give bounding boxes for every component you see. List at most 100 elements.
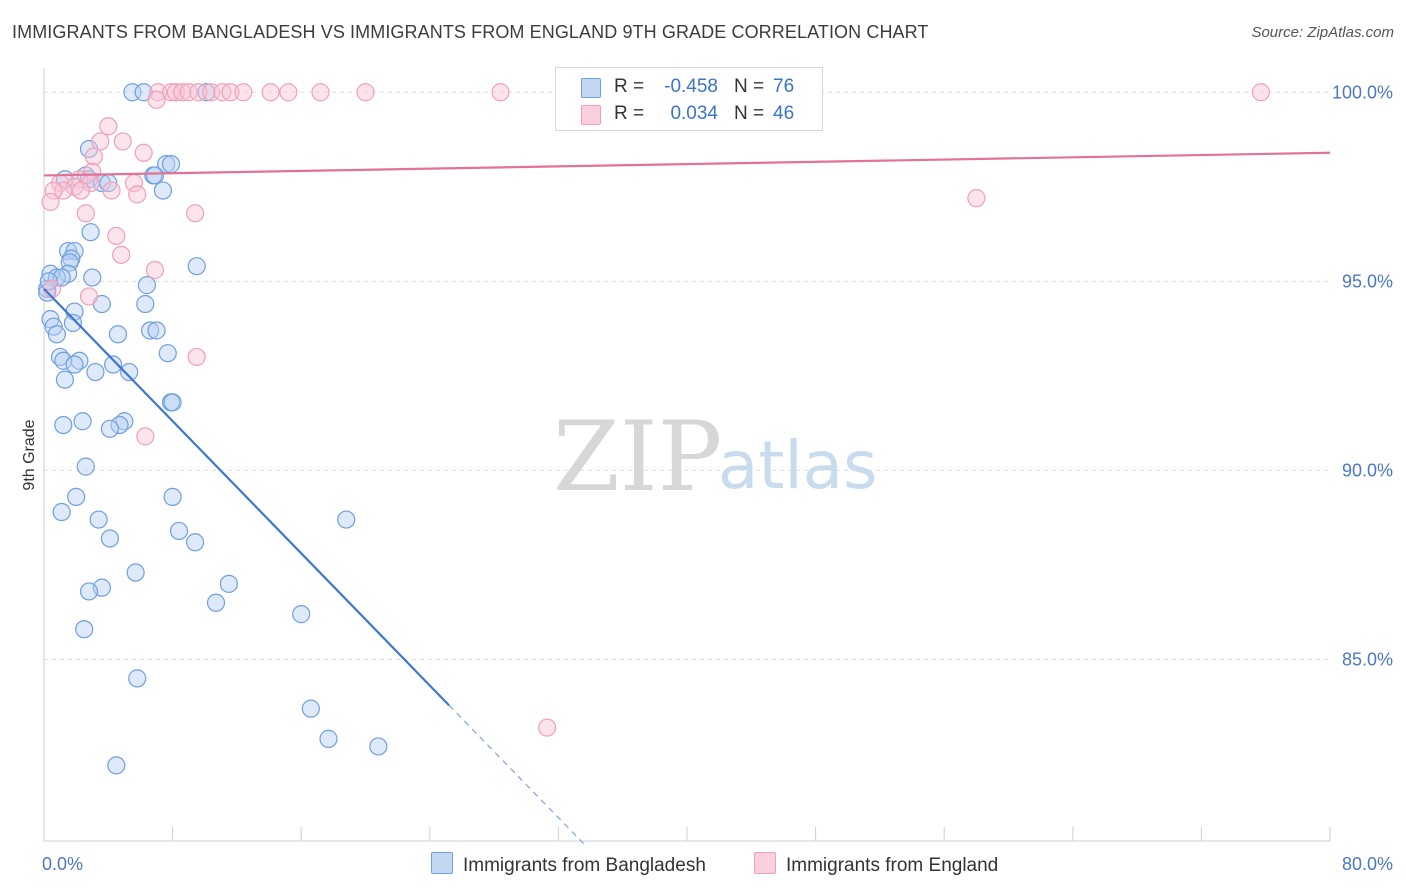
trend-lines <box>43 151 1331 845</box>
r-value: 0.034 <box>670 103 718 124</box>
data-point <box>107 226 126 246</box>
data-point <box>76 457 95 476</box>
data-point <box>99 117 118 136</box>
data-point <box>100 419 120 438</box>
data-point <box>169 521 189 541</box>
data-point <box>134 143 153 162</box>
data-point <box>44 181 63 200</box>
data-point <box>491 83 510 102</box>
x-tick-label: 80.0% <box>1342 854 1393 874</box>
data-point <box>1251 83 1270 102</box>
stats-swatch-england <box>581 105 601 125</box>
data-point <box>153 181 173 200</box>
data-point <box>54 181 73 200</box>
gridlines <box>44 91 1330 660</box>
data-point <box>187 257 206 276</box>
legend-label-bangladesh: Immigrants from Bangladesh <box>463 855 706 876</box>
data-point <box>147 90 166 109</box>
data-point <box>158 344 177 363</box>
legend-label-england: Immigrants from England <box>786 855 999 876</box>
data-point <box>63 313 83 333</box>
data-point <box>83 268 102 287</box>
data-point <box>292 605 311 624</box>
data-point <box>126 563 145 582</box>
stats-swatch-bangladesh <box>581 78 601 98</box>
data-point <box>79 287 99 306</box>
data-point <box>186 533 205 552</box>
data-point <box>86 362 105 382</box>
legend-swatch-england <box>754 852 776 874</box>
legend-item-england[interactable]: Immigrants from England <box>754 852 998 877</box>
data-point <box>79 582 99 601</box>
n-value: 46 <box>773 103 795 124</box>
data-point <box>136 294 155 314</box>
data-point <box>206 593 226 612</box>
y-tick-label: 90.0% <box>1342 460 1393 480</box>
data-point <box>337 510 356 529</box>
r-value: -0.458 <box>664 76 718 97</box>
legend-swatch-bangladesh <box>431 852 453 874</box>
data-point <box>76 204 95 223</box>
r-label: R = <box>614 76 645 97</box>
y-tick-label: 100.0% <box>1332 82 1393 102</box>
watermark: ZIP atlas <box>553 401 878 513</box>
data-point <box>319 729 338 748</box>
stats-row-bangladesh: R = -0.458 N = 76 <box>556 73 822 101</box>
data-point <box>145 166 165 185</box>
data-point <box>538 718 557 737</box>
data-point <box>163 393 182 412</box>
data-point <box>128 669 147 688</box>
data-point <box>279 83 298 102</box>
data-point <box>145 260 165 280</box>
n-label: N = <box>734 76 765 97</box>
data-point <box>149 83 168 102</box>
data-point <box>102 181 121 200</box>
chart-title: IMMIGRANTS FROM BANGLADESH VS IMMIGRANTS… <box>12 22 929 42</box>
data-point <box>112 245 131 264</box>
data-point <box>128 185 147 204</box>
data-point <box>47 325 66 344</box>
data-point <box>91 132 110 151</box>
data-point <box>89 510 108 529</box>
data-point <box>189 83 208 102</box>
data-point <box>55 370 74 389</box>
data-point <box>967 189 986 208</box>
data-point <box>84 147 103 166</box>
y-tick-labels: 100.0% 95.0% 90.0% 85.0% <box>1332 82 1393 669</box>
data-point <box>42 279 62 298</box>
watermark-zip: ZIP <box>553 401 722 513</box>
data-point <box>261 83 280 102</box>
data-point <box>234 83 253 102</box>
data-point <box>137 276 156 295</box>
data-point <box>187 347 206 367</box>
data-point <box>173 83 192 102</box>
trend-line-bangladesh <box>43 288 450 707</box>
n-label: N = <box>734 103 765 124</box>
data-point <box>120 362 139 382</box>
y-tick-label: 95.0% <box>1342 271 1393 291</box>
data-point <box>54 351 73 370</box>
data-point <box>81 223 100 242</box>
x-tick-labels: 0.0% 80.0% <box>42 854 1393 874</box>
data-point <box>113 132 132 151</box>
x-tick-label: 0.0% <box>42 854 83 874</box>
trend-line-england <box>43 151 1331 177</box>
data-point <box>100 529 120 548</box>
data-point <box>52 502 71 522</box>
data-point <box>301 699 320 718</box>
data-point <box>107 756 126 775</box>
legend-item-bangladesh[interactable]: Immigrants from Bangladesh <box>431 852 706 877</box>
data-point <box>136 427 155 446</box>
data-point <box>67 487 86 506</box>
data-point <box>311 83 330 102</box>
data-point <box>186 204 205 223</box>
stats-row-england: R = 0.034 N = 46 <box>556 100 822 128</box>
data-point <box>356 83 375 102</box>
data-point <box>140 321 160 340</box>
data-point <box>161 155 181 174</box>
r-label: R = <box>614 103 645 124</box>
data-point <box>221 83 240 102</box>
data-point <box>147 321 166 340</box>
data-point <box>71 181 91 200</box>
